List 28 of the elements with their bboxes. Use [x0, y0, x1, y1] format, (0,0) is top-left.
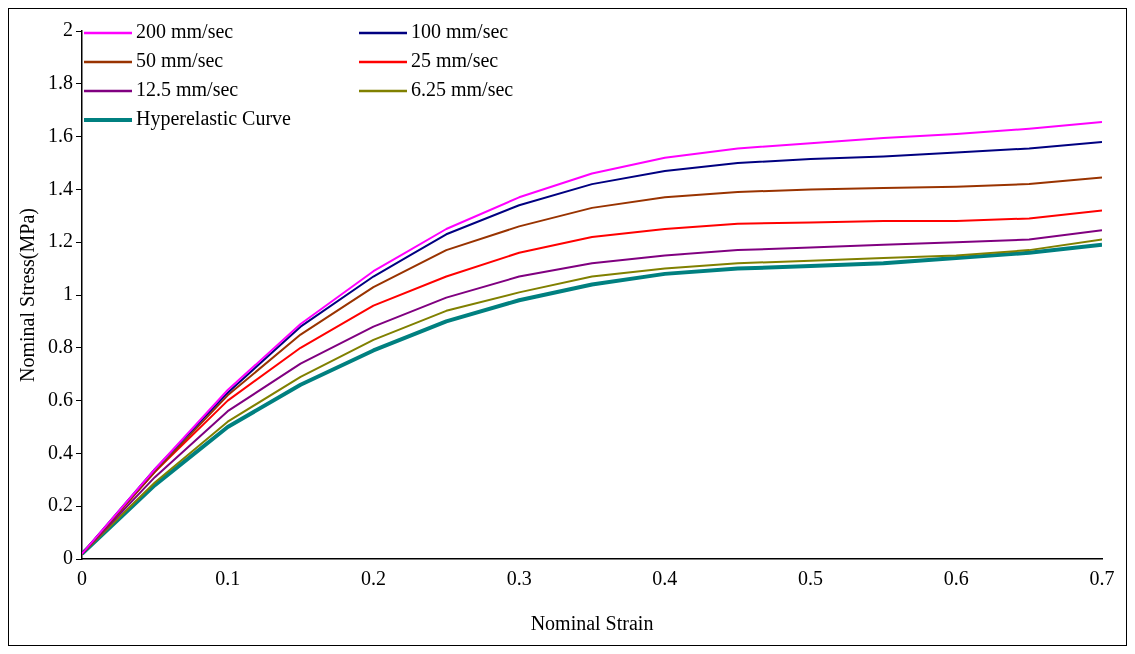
- y-tick-label: 0: [63, 546, 73, 569]
- y-tick-label: 1.4: [48, 176, 73, 199]
- x-tick-label: 0: [77, 567, 87, 590]
- y-tick-label: 0.6: [48, 387, 73, 410]
- x-tick-label: 0.3: [506, 567, 532, 590]
- y-tick-label: 0.8: [48, 335, 73, 358]
- x-tick-label: 0.2: [360, 567, 386, 590]
- legend-label: 6.25 mm/sec: [411, 78, 514, 101]
- y-tick-label: 1: [63, 282, 73, 305]
- legend-label: Hyperelastic Curve: [136, 107, 292, 131]
- y-tick-label: 1.6: [48, 123, 73, 146]
- y-tick-label: 1.2: [48, 229, 73, 252]
- x-tick-label: 0.7: [1089, 567, 1115, 590]
- x-tick-label: 0.1: [215, 567, 241, 590]
- x-tick-label: 0.5: [798, 567, 824, 590]
- legend-label: 25 mm/sec: [411, 49, 499, 72]
- legend-label: 100 mm/sec: [411, 20, 509, 43]
- legend-label: 12.5 mm/sec: [136, 78, 239, 101]
- legend-label: 50 mm/sec: [136, 49, 224, 72]
- legend-label: 200 mm/sec: [136, 20, 234, 43]
- y-axis-title: Nominal Stress(MPa): [16, 208, 40, 382]
- y-tick-label: 0.2: [48, 493, 73, 516]
- x-axis-title: Nominal Strain: [530, 612, 654, 635]
- x-tick-label: 0.4: [652, 567, 678, 590]
- y-tick-label: 0.4: [48, 440, 73, 463]
- x-tick-label: 0.6: [943, 567, 969, 590]
- y-tick-label: 1.8: [48, 71, 73, 94]
- y-tick-label: 2: [63, 18, 73, 41]
